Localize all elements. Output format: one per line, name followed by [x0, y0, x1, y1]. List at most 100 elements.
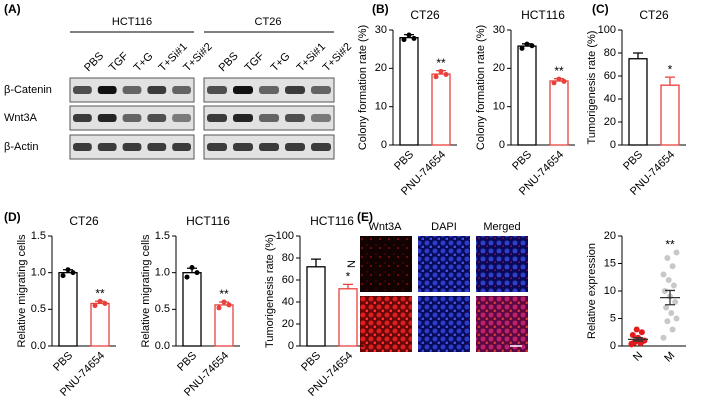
y-tick-label: 0.0	[155, 340, 170, 352]
y-tick-label: 15	[604, 257, 616, 269]
y-tick-label: 1.5	[155, 230, 170, 242]
blot-band	[285, 114, 305, 122]
x-tick-label: PBS	[51, 350, 75, 374]
data-point	[660, 334, 667, 341]
panel-label: (A)	[4, 2, 21, 16]
data-point	[561, 78, 567, 84]
lane-label: T+G	[269, 50, 293, 74]
y-tick-label: 40	[282, 296, 294, 308]
blot-row: Wnt3A	[4, 112, 38, 124]
error-bar	[665, 76, 675, 86]
y-tick-label: 1.5	[31, 230, 46, 242]
y-tick-label: 0	[610, 340, 616, 352]
blot-band	[311, 114, 331, 122]
y-axis-label: Relative expression	[586, 243, 598, 339]
y-tick-label: 100	[276, 230, 294, 242]
data-point	[672, 299, 679, 305]
data-point	[551, 80, 557, 86]
data-point	[92, 303, 98, 309]
blot-band	[285, 86, 305, 94]
significance: **	[219, 287, 229, 301]
y-tick-label: 0	[288, 340, 294, 352]
blot-band	[97, 143, 117, 151]
y-tick-label: 0.5	[155, 303, 170, 315]
bar	[399, 37, 419, 146]
bar	[182, 272, 202, 347]
blot-row: β-Catenin	[4, 84, 52, 96]
y-axis-label: Relative migrating cells	[140, 234, 152, 348]
blot-band	[207, 86, 227, 94]
micrograph	[418, 236, 470, 292]
x-tick-label: PBS	[621, 149, 645, 173]
error-bar	[665, 289, 675, 306]
blot-band	[233, 143, 253, 151]
bar	[431, 73, 451, 146]
lane-label: PBS	[82, 50, 106, 74]
data-point	[184, 274, 190, 280]
blot-band	[73, 114, 92, 122]
lane-label: PBS	[217, 50, 241, 74]
y-axis-label: Colony formation rate (%)	[475, 25, 487, 150]
blot-band	[259, 143, 279, 151]
data-point	[221, 299, 227, 305]
blot-band	[233, 86, 253, 94]
x-tick-label: M	[662, 350, 677, 365]
lane-label: TGF	[107, 50, 131, 74]
y-tick-label: 0	[610, 139, 616, 151]
y-tick-label: 20	[604, 116, 616, 128]
y-axis-label: Tumorigenesis rate (%)	[264, 234, 276, 348]
data-point	[65, 267, 71, 273]
data-point	[97, 298, 103, 304]
y-tick-label: 1.0	[155, 267, 170, 279]
bar	[628, 58, 648, 146]
chart-title: HCT116	[310, 214, 354, 228]
data-point	[443, 71, 449, 77]
data-point	[411, 35, 417, 41]
data-point	[673, 249, 680, 256]
image-row: N	[346, 260, 358, 268]
y-tick-label: 5	[610, 312, 616, 324]
bar	[549, 80, 569, 146]
micrograph	[476, 236, 528, 292]
data-point	[216, 305, 222, 311]
error-bar	[633, 337, 643, 342]
significance: **	[436, 56, 446, 70]
y-tick-label: 30	[493, 24, 505, 36]
lane-label: T+Si#2	[321, 41, 354, 74]
y-tick-label: 10	[604, 285, 616, 297]
blot-band	[207, 143, 227, 151]
y-tick-label: 20	[604, 230, 616, 242]
data-point	[663, 304, 670, 311]
data-point	[628, 340, 635, 347]
data-point	[406, 32, 412, 38]
blot-band	[311, 86, 331, 94]
significance: *	[346, 270, 351, 284]
data-point	[664, 255, 671, 261]
y-tick-label: 80	[282, 252, 294, 264]
blot-band	[285, 143, 305, 151]
blot-band	[259, 86, 279, 94]
blot-image	[69, 77, 335, 160]
panel-label: (E)	[357, 210, 373, 224]
bar	[338, 288, 358, 347]
chart-title: CT26	[639, 8, 669, 22]
chart-title: HCT116	[186, 214, 230, 228]
data-point	[633, 326, 640, 333]
blot-band	[207, 114, 227, 122]
data-point	[556, 76, 562, 82]
bar	[58, 272, 78, 347]
data-point	[661, 288, 668, 294]
y-axis-label: Colony formation rate (%)	[357, 25, 369, 150]
image-column: DAPI	[431, 221, 457, 233]
blot-band	[97, 114, 117, 122]
panel-label: (C)	[592, 2, 609, 16]
blot-band	[233, 114, 253, 122]
micrograph	[360, 296, 412, 352]
x-tick-label: PBS	[392, 149, 416, 173]
blot-band	[172, 143, 191, 151]
data-point	[438, 68, 444, 74]
significance: **	[665, 238, 675, 252]
chart-title: CT26	[410, 8, 440, 22]
y-tick-label: 20	[493, 62, 505, 74]
